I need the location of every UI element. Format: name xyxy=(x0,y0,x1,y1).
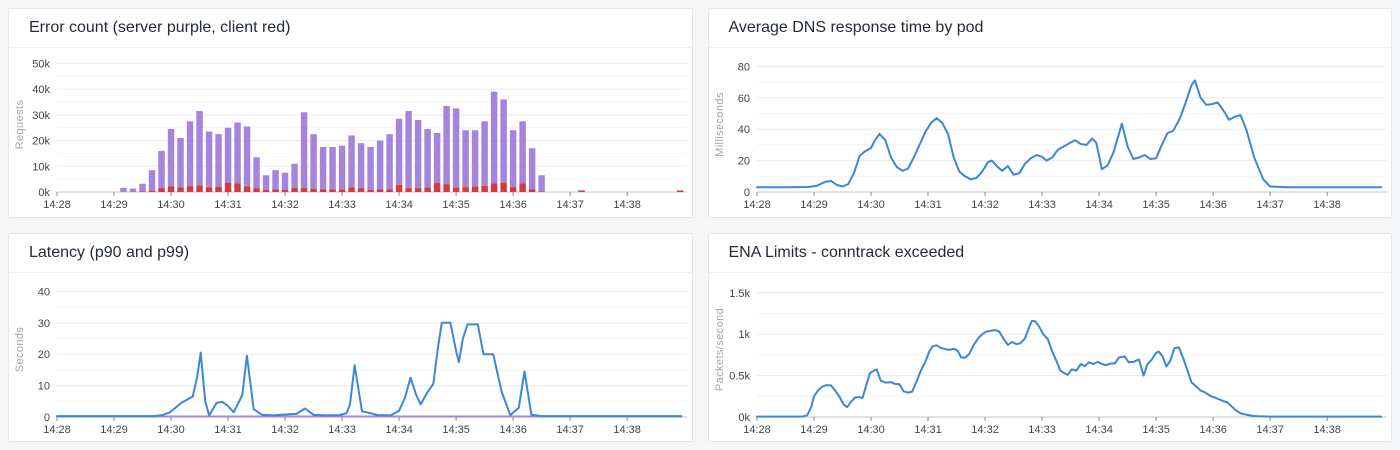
svg-text:14:31: 14:31 xyxy=(214,424,242,436)
svg-text:30: 30 xyxy=(38,317,50,329)
svg-text:14:33: 14:33 xyxy=(328,424,356,436)
svg-text:14:33: 14:33 xyxy=(1028,199,1056,211)
svg-text:30k: 30k xyxy=(32,110,50,122)
svg-text:Requests: Requests xyxy=(14,100,26,150)
chart-ena-limits[interactable]: 0k 0.5k 1k 1.5k 14:28 14:29 14:30 14:31 14:32 14:… xyxy=(709,273,1392,442)
svg-text:14:32: 14:32 xyxy=(971,199,999,211)
svg-text:0.5k: 0.5k xyxy=(729,370,750,382)
svg-text:14:28: 14:28 xyxy=(743,424,771,436)
svg-text:20: 20 xyxy=(737,156,749,168)
svg-text:0: 0 xyxy=(44,412,50,424)
svg-text:0k: 0k xyxy=(38,187,50,199)
svg-text:14:31: 14:31 xyxy=(214,199,242,211)
svg-text:10: 10 xyxy=(38,380,50,392)
panel-dns-response-time: Average DNS response time by pod 0 20 40 60… xyxy=(707,8,1392,218)
chart-error-count[interactable]: 0k 10k 20k 30k 40k 50k 14:28 14:29 14:30 14:31 14:… xyxy=(9,48,692,217)
svg-text:60: 60 xyxy=(737,93,749,105)
svg-text:14:36: 14:36 xyxy=(1199,424,1227,436)
svg-text:14:28: 14:28 xyxy=(43,424,71,436)
svg-text:14:34: 14:34 xyxy=(385,199,413,211)
panel-latency: Latency (p90 and p99) 0 10 20 30 40 14:28 14:2… xyxy=(8,232,693,442)
panel-title[interactable]: Average DNS response time by pod xyxy=(728,19,984,36)
panel-dns-response-time-header[interactable]: Average DNS response time by pod xyxy=(708,9,1391,48)
svg-text:14:36: 14:36 xyxy=(499,424,527,436)
svg-text:Milliseconds: Milliseconds xyxy=(714,92,726,157)
svg-text:14:36: 14:36 xyxy=(1199,199,1227,211)
svg-text:14:30: 14:30 xyxy=(157,199,185,211)
panel-error-count: Error count (server purple, client red) … xyxy=(8,8,693,218)
panel-title[interactable]: Latency (p90 and p99) xyxy=(29,243,190,261)
svg-text:14:29: 14:29 xyxy=(100,199,128,211)
svg-text:14:30: 14:30 xyxy=(157,424,185,436)
svg-text:14:30: 14:30 xyxy=(857,424,885,436)
svg-text:14:34: 14:34 xyxy=(1085,199,1113,211)
svg-text:14:32: 14:32 xyxy=(271,199,299,211)
svg-text:80: 80 xyxy=(737,61,749,73)
svg-text:14:38: 14:38 xyxy=(1313,424,1341,436)
svg-text:14:35: 14:35 xyxy=(442,424,470,436)
svg-text:14:31: 14:31 xyxy=(914,199,942,211)
panel-title[interactable]: ENA Limits - conntrack exceeded xyxy=(728,243,965,261)
svg-text:1.5k: 1.5k xyxy=(729,287,750,299)
svg-text:14:28: 14:28 xyxy=(43,199,71,211)
svg-text:0: 0 xyxy=(743,187,749,199)
svg-text:14:32: 14:32 xyxy=(971,424,999,436)
svg-text:40k: 40k xyxy=(32,84,50,96)
panel-latency-header[interactable]: Latency (p90 and p99) xyxy=(9,234,692,273)
svg-text:Seconds: Seconds xyxy=(14,326,26,372)
svg-text:14:37: 14:37 xyxy=(1256,199,1284,211)
svg-text:10k: 10k xyxy=(32,161,50,173)
svg-text:14:38: 14:38 xyxy=(613,424,641,436)
panel-title[interactable]: Error count (server purple, client red) xyxy=(29,19,291,36)
svg-text:14:38: 14:38 xyxy=(613,199,641,211)
svg-text:14:28: 14:28 xyxy=(743,199,771,211)
svg-text:14:35: 14:35 xyxy=(1142,424,1170,436)
svg-text:Packets/second: Packets/second xyxy=(714,307,726,390)
svg-text:14:36: 14:36 xyxy=(499,199,527,211)
panel-ena-limits-header[interactable]: ENA Limits - conntrack exceeded xyxy=(708,234,1391,273)
panel-ena-limits: ENA Limits - conntrack exceeded 0k 0.5k 1k… xyxy=(707,232,1392,442)
svg-text:20: 20 xyxy=(38,349,50,361)
svg-text:14:34: 14:34 xyxy=(385,424,413,436)
svg-text:1k: 1k xyxy=(738,329,750,341)
svg-text:14:29: 14:29 xyxy=(100,424,128,436)
svg-text:14:35: 14:35 xyxy=(442,199,470,211)
svg-text:14:35: 14:35 xyxy=(1142,199,1170,211)
svg-text:40: 40 xyxy=(737,124,749,136)
svg-text:14:32: 14:32 xyxy=(271,424,299,436)
svg-text:14:37: 14:37 xyxy=(1256,424,1284,436)
svg-text:14:38: 14:38 xyxy=(1313,199,1341,211)
svg-text:14:29: 14:29 xyxy=(800,199,828,211)
svg-text:14:30: 14:30 xyxy=(857,199,885,211)
svg-text:14:33: 14:33 xyxy=(328,199,356,211)
svg-text:0k: 0k xyxy=(738,412,750,424)
svg-text:20k: 20k xyxy=(32,136,50,148)
chart-dns-response-time[interactable]: 0 20 40 60 80 14:28 14:29 14:30 14:31 14:32 14:33 1… xyxy=(709,48,1392,217)
svg-text:14:29: 14:29 xyxy=(800,424,828,436)
svg-text:14:33: 14:33 xyxy=(1028,424,1056,436)
panel-error-count-header[interactable]: Error count (server purple, client red) xyxy=(9,9,692,48)
svg-text:14:34: 14:34 xyxy=(1085,424,1113,436)
svg-text:50k: 50k xyxy=(32,58,50,70)
svg-text:14:31: 14:31 xyxy=(914,424,942,436)
svg-text:14:37: 14:37 xyxy=(556,424,584,436)
chart-latency[interactable]: 0 10 20 30 40 14:28 14:29 14:30 14:31 14:32 14:33 1… xyxy=(9,273,692,442)
svg-text:14:37: 14:37 xyxy=(556,199,584,211)
svg-text:40: 40 xyxy=(38,286,50,298)
